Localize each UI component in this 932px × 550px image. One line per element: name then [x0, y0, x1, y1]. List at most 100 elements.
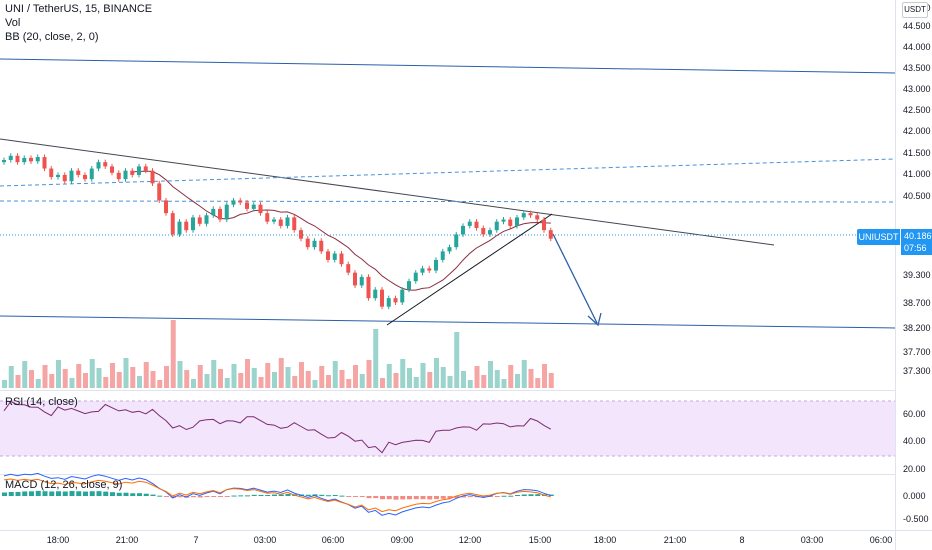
candle-body: [251, 204, 256, 209]
volume-legend: Vol: [5, 17, 21, 29]
candle-body: [164, 200, 168, 214]
macd: [2, 472, 554, 516]
time-tick-label: 03:00: [801, 535, 824, 545]
candle-body: [56, 174, 60, 178]
drawing-lines[interactable]: [0, 58, 896, 329]
volume-bar: [238, 373, 244, 388]
volume-bar: [413, 377, 419, 388]
projection-arrowhead: [587, 312, 602, 327]
macd-histogram-bar: [407, 496, 412, 500]
volume-bar: [434, 358, 439, 388]
macd-histogram-bar: [238, 495, 244, 497]
rsi-tick-label: 20.00: [903, 464, 926, 474]
candle-body: [224, 204, 229, 220]
candle-body: [150, 170, 155, 184]
candle-body: [440, 251, 445, 260]
macd-histogram-bar: [204, 496, 210, 498]
volume-bar: [548, 373, 554, 388]
candle-body: [123, 170, 128, 180]
candle-body: [434, 259, 438, 271]
rsi-polyline: [3, 400, 552, 454]
volume-bar: [305, 371, 311, 388]
price-tick-label: 40.500: [903, 191, 931, 201]
candle-body: [494, 221, 499, 231]
macd-histogram-bar: [22, 491, 28, 496]
candle-body: [218, 208, 222, 220]
macd-histogram-bar: [454, 496, 460, 498]
volume-bar: [332, 361, 338, 388]
macd-histogram-bar: [488, 496, 493, 497]
time-axis[interactable]: 18:00 21:00 7 03:00 06:00 09:00 12:00 15:00 18:0…: [47, 535, 893, 545]
candle-body: [461, 225, 465, 235]
time-tick-label: 06:00: [870, 535, 893, 545]
countdown-value: 07:56: [904, 243, 927, 253]
volume-bar: [177, 361, 183, 388]
candle-body: [22, 157, 27, 163]
volume-bar: [110, 363, 115, 388]
candle-body: [76, 170, 81, 175]
volume-bar: [56, 360, 61, 388]
volume-bar: [407, 368, 412, 388]
macd-histogram-bar: [326, 495, 331, 497]
time-tick-label: 18:00: [594, 535, 617, 545]
candle-body: [515, 217, 519, 226]
macd-histogram-bar: [332, 494, 338, 496]
candle-body: [427, 268, 432, 271]
macd-histogram-bar: [521, 494, 527, 496]
candle-body: [157, 183, 162, 201]
time-tick-label: 03:00: [254, 535, 277, 545]
macd-histogram-bar: [191, 496, 196, 498]
macd-histogram-bar: [2, 492, 7, 496]
candle-body: [35, 157, 40, 162]
price-axis[interactable]: 45.00044.50044.00043.50043.00042.50042.0…: [903, 3, 931, 524]
volume-bar: [420, 363, 426, 388]
volume-bar: [8, 366, 14, 388]
macd-histogram-bar: [481, 496, 487, 498]
candle-body: [400, 289, 405, 303]
price-tick-label: 43.000: [903, 84, 931, 94]
macd-histogram-bar: [137, 493, 142, 496]
price-tick-label: 44.500: [903, 21, 931, 31]
rsi-line: [3, 400, 552, 454]
macd-histogram-bar: [231, 495, 237, 497]
volume-bar: [164, 366, 169, 388]
volume-bar: [542, 364, 547, 388]
macd-histogram-bar: [461, 496, 466, 498]
candle-body: [62, 174, 67, 182]
candle-body: [393, 298, 398, 303]
volume-bar: [359, 374, 365, 388]
candle-body: [366, 276, 371, 299]
candle-body: [548, 230, 553, 239]
macd-histogram-bar: [413, 496, 419, 500]
volume-bar: [116, 372, 122, 388]
macd-histogram-bar: [130, 493, 136, 496]
volume-bar: [535, 378, 541, 388]
candle-body: [170, 213, 175, 235]
bollinger-basis: [132, 170, 551, 291]
currency-badge[interactable]: USDT: [902, 2, 928, 18]
macd-histogram-bar: [467, 496, 473, 498]
candle-body: [299, 230, 303, 239]
volume-bar: [137, 376, 142, 388]
candle-body: [373, 289, 378, 299]
volume-bar: [89, 359, 95, 388]
macd-histogram-bar: [150, 494, 156, 496]
macd-histogram-bar: [197, 496, 203, 498]
price-tick-label: 38.700: [903, 298, 931, 308]
symbol-legend: UNI / TetherUS, 15, BINANCE: [5, 3, 153, 15]
volume-bar: [366, 360, 372, 388]
macd-histogram-bar: [29, 491, 34, 496]
upper-horizontal-line: [0, 58, 896, 74]
descending-trendline: [0, 138, 775, 246]
volume-bar: [150, 371, 156, 388]
candle-body: [528, 213, 533, 216]
volume-bar: [447, 376, 453, 388]
volume-bar: [339, 370, 345, 388]
volume-bar: [299, 362, 304, 388]
macd-histogram-bar: [400, 496, 406, 500]
price-tick-label: 37.700: [903, 347, 931, 357]
volume-bar: [373, 329, 379, 388]
candle-body: [177, 221, 182, 235]
volume-bar: [474, 366, 480, 388]
